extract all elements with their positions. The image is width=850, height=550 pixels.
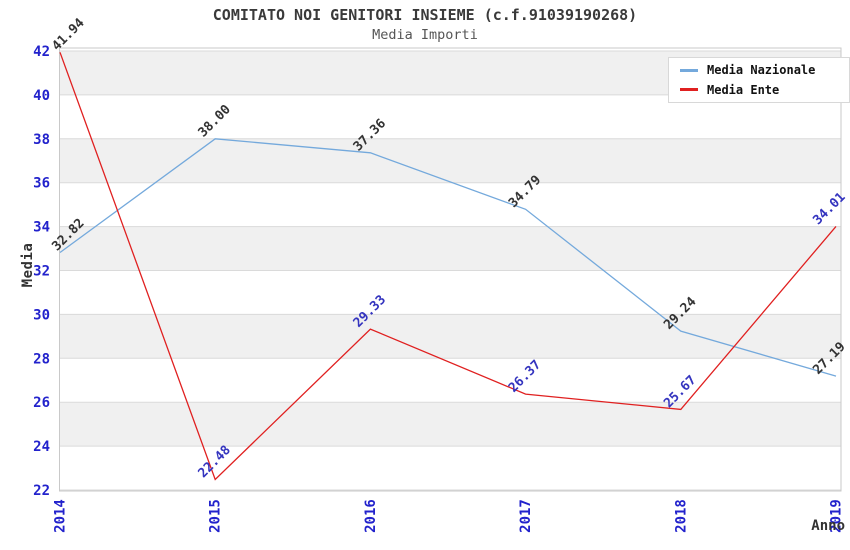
y-tick-label: 26 <box>33 395 50 411</box>
plot-band <box>59 314 841 359</box>
point-label: 26.37 <box>506 357 544 395</box>
y-tick-label: 24 <box>33 439 50 455</box>
point-label: 34.01 <box>810 190 848 228</box>
y-tick-label: 30 <box>33 307 50 323</box>
x-tick-label: 2016 <box>363 499 379 533</box>
plot-band <box>59 402 841 447</box>
series-line-media-ente <box>59 52 837 481</box>
chart-subtitle: Media Importi <box>372 27 478 43</box>
x-axis-title: Anno <box>811 518 845 534</box>
x-tick-label: 2017 <box>518 499 534 533</box>
legend: Media Nazionale Media Ente <box>668 57 850 103</box>
x-tick-label: 2019 <box>829 499 845 533</box>
x-tick-label: 2014 <box>53 499 69 533</box>
y-tick-label: 38 <box>33 132 50 148</box>
legend-label-nazionale: Media Nazionale <box>707 63 816 78</box>
series-line-media-nazionale <box>59 138 837 377</box>
y-tick-label: 42 <box>33 44 50 60</box>
legend-label-ente: Media Ente <box>707 82 780 97</box>
legend-item-media-nazionale: Media Nazionale <box>680 63 849 77</box>
y-axis-title: Media <box>20 242 36 288</box>
y-tick-label: 28 <box>33 351 50 367</box>
legend-swatch-ente-icon <box>680 88 698 92</box>
y-tick-label: 36 <box>33 176 50 192</box>
legend-item-media-ente: Media Ente <box>680 83 849 97</box>
chart-title: COMITATO NOI GENITORI INSIEME (c.f.91039… <box>212 6 638 24</box>
legend-swatch-nazionale-icon <box>680 68 698 72</box>
y-tick-label: 40 <box>33 88 50 104</box>
point-label: 38.00 <box>196 102 234 140</box>
y-tick-label: 32 <box>33 264 50 280</box>
y-tick-label: 22 <box>33 483 50 499</box>
y-tick-label: 34 <box>33 220 50 236</box>
plot-border <box>59 47 842 492</box>
plot-band <box>59 226 841 271</box>
x-tick-label: 2018 <box>673 499 689 533</box>
point-label: 22.48 <box>196 443 234 481</box>
plot-band <box>59 138 841 183</box>
x-tick-label: 2015 <box>208 499 224 533</box>
